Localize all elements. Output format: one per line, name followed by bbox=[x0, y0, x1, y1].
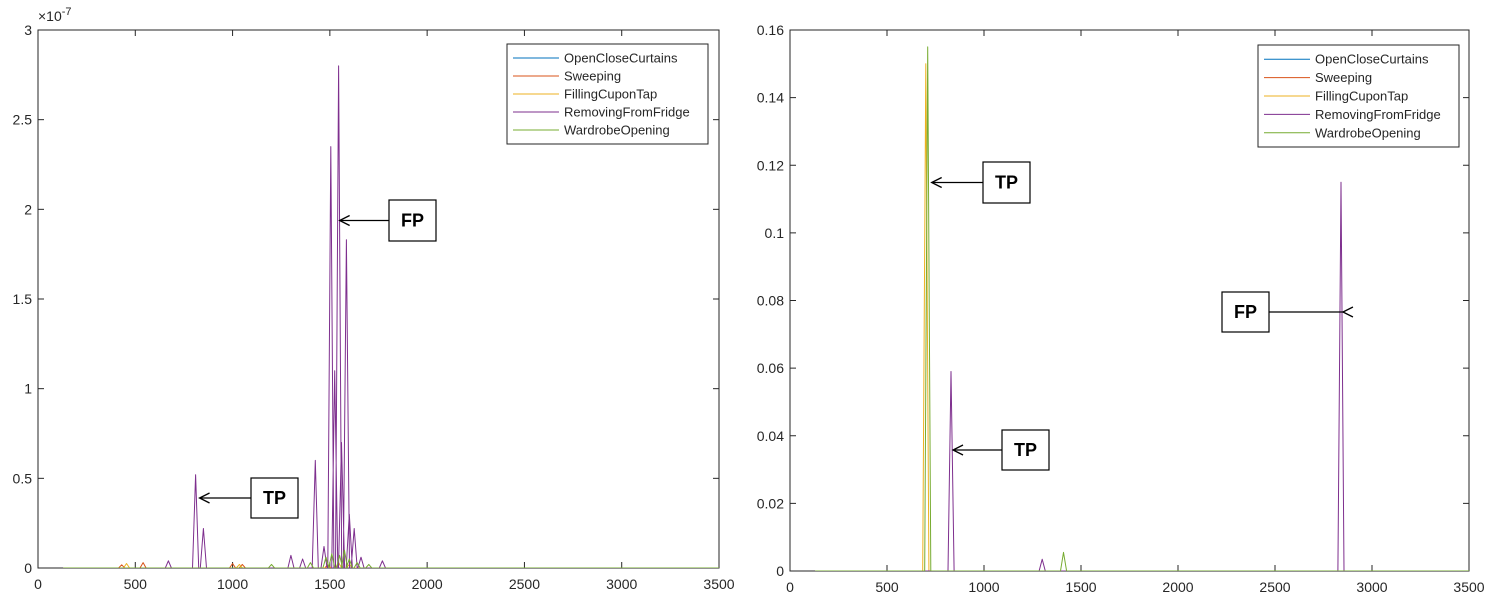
legend-entry: FillingCuponTap bbox=[1315, 89, 1408, 104]
legend-entry: WardrobeOpening bbox=[1315, 125, 1421, 140]
y-tick-label: 0.02 bbox=[757, 495, 784, 511]
x-tick-label: 1500 bbox=[314, 576, 345, 592]
x-tick-label: 2500 bbox=[1259, 579, 1290, 595]
y-tick-label: 0.12 bbox=[757, 157, 784, 173]
legend: OpenCloseCurtains Sweeping FillingCuponTap… bbox=[506, 43, 709, 145]
y-tick-label: 0.1 bbox=[765, 225, 785, 241]
legend-entry: Sweeping bbox=[564, 69, 621, 84]
x-tick-label: 2500 bbox=[509, 576, 540, 592]
y-tick-label: 2.5 bbox=[13, 112, 33, 128]
x-tick-label: 500 bbox=[124, 576, 148, 592]
annotation-arrowhead bbox=[198, 492, 210, 504]
chart-right: 0 500 1000 1500 2000 2500 3000 3500 0 0.02 0.04 0.0… bbox=[757, 22, 1485, 595]
legend-entry: RemovingFromFridge bbox=[1315, 107, 1441, 122]
annotation-box bbox=[982, 161, 1031, 204]
x-tick-label: 0 bbox=[34, 576, 42, 592]
annotation-label: FP bbox=[401, 211, 424, 231]
series-line-removing-from-fridge bbox=[63, 65, 719, 568]
x-tick-label: 0 bbox=[786, 579, 794, 595]
y-tick-label: 1 bbox=[24, 381, 32, 397]
annotation-label: TP bbox=[995, 173, 1018, 193]
series-line-wardrobe-opening bbox=[63, 549, 719, 568]
y-tick-label: 0.04 bbox=[757, 428, 784, 444]
annotation-box bbox=[388, 199, 437, 242]
series-line-filling-cupon-tap bbox=[63, 562, 719, 568]
x-tick-label: 1000 bbox=[968, 579, 999, 595]
annotation-box bbox=[1001, 429, 1050, 471]
y-tick-label: 0.14 bbox=[757, 90, 784, 106]
annotation-arrowhead bbox=[930, 176, 942, 189]
y-tick-label: 2 bbox=[24, 201, 32, 217]
x-tick-label: 1500 bbox=[1065, 579, 1096, 595]
y-tick-label: 0 bbox=[24, 560, 32, 576]
annotation-label: FP bbox=[1234, 302, 1257, 322]
y-tick-label: 0.5 bbox=[13, 470, 33, 486]
y-tick-label: 0.06 bbox=[757, 360, 784, 376]
y-tick-label: 0 bbox=[776, 563, 784, 579]
x-tick-label: 1000 bbox=[217, 576, 248, 592]
y-tick-label: 1.5 bbox=[13, 291, 33, 307]
annotations: TP FP bbox=[198, 199, 437, 519]
annotation-arrowhead bbox=[1341, 306, 1354, 318]
chart-left: 0 500 1000 1500 2000 2500 3000 3500 0 0.5 1 1.5 2 2.5… bbox=[13, 6, 735, 592]
annotation-label: TP bbox=[1014, 440, 1037, 460]
x-tick-label: 3500 bbox=[1453, 579, 1484, 595]
legend-entry: OpenCloseCurtains bbox=[1315, 52, 1429, 67]
annotation-box bbox=[1221, 291, 1270, 333]
annotation-arrowhead bbox=[951, 444, 964, 456]
x-tick-label: 2000 bbox=[412, 576, 443, 592]
legend-entry: RemovingFromFridge bbox=[564, 105, 690, 120]
x-tick-label: 500 bbox=[875, 579, 899, 595]
y-tick-label: 0.08 bbox=[757, 293, 784, 309]
series-line-wardrobe-opening bbox=[815, 46, 1469, 571]
x-tick-label: 3000 bbox=[606, 576, 637, 592]
legend-entry: Sweeping bbox=[1315, 70, 1372, 85]
legend: OpenCloseCurtains Sweeping FillingCuponTap… bbox=[1257, 44, 1460, 148]
legend-entry: WardrobeOpening bbox=[564, 123, 670, 138]
series-group bbox=[63, 65, 719, 568]
x-tick-label: 2000 bbox=[1162, 579, 1193, 595]
x-tick-label: 3000 bbox=[1356, 579, 1387, 595]
annotation-arrowhead bbox=[338, 214, 350, 227]
y-exponent-label: ×10-7 bbox=[38, 6, 72, 24]
y-tick-label: 3 bbox=[24, 22, 32, 38]
annotation-label: TP bbox=[263, 488, 286, 508]
annotation-box bbox=[250, 477, 299, 519]
annotations: TP TP FP bbox=[930, 161, 1354, 471]
y-tick-label: 0.16 bbox=[757, 22, 784, 38]
series-line-filling-cupon-tap bbox=[815, 63, 1469, 571]
legend-entry: FillingCuponTap bbox=[564, 87, 657, 102]
x-tick-label: 3500 bbox=[703, 576, 734, 592]
legend-entry: OpenCloseCurtains bbox=[564, 51, 678, 66]
